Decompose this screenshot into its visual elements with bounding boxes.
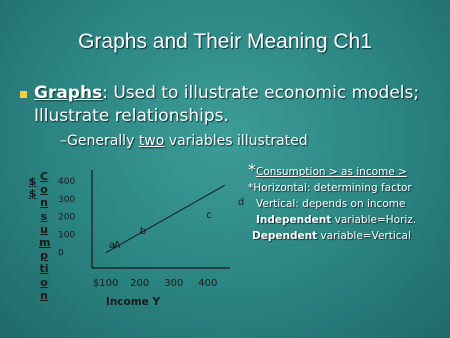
y-tick-label: 100	[58, 231, 75, 241]
x-tick-label: $100	[93, 278, 118, 289]
notes: *Consumption > as income > *Horizontal: …	[246, 162, 416, 244]
bullet-marker	[20, 91, 27, 98]
y-tick-label: 200	[58, 213, 75, 223]
point-label: A	[114, 240, 121, 251]
note-mark: *	[248, 160, 256, 179]
bullet-term: Graphs	[34, 83, 103, 103]
point-label: c	[206, 210, 212, 221]
note: Vertical: depends on income	[256, 198, 406, 210]
y-axis-label: Consumption	[39, 170, 51, 302]
point-label: b	[140, 226, 146, 237]
sub-emphasis: two	[138, 133, 165, 149]
y-tick-label: 400	[58, 177, 75, 187]
y-unit: $ $	[28, 175, 37, 200]
sub-text: Generally	[67, 133, 139, 149]
note: variable=Horiz.	[331, 214, 417, 226]
note-bold: Independent	[256, 214, 332, 226]
point-label: a	[109, 240, 115, 251]
sub-text: variables illustrated	[164, 133, 308, 149]
x-tick-label: 300	[164, 278, 183, 289]
x-axis-label: Income Y	[106, 296, 161, 308]
x-tick-label: 400	[198, 278, 217, 289]
slide-title: Graphs and Their Meaning Ch1	[78, 30, 372, 53]
bullet-text: : Used to illustrate economic models; Il…	[34, 83, 420, 126]
dash: –	[60, 133, 67, 149]
line	[105, 184, 226, 254]
x-tick-label: 200	[130, 278, 149, 289]
bullet: Graphs: Used to illustrate economic mode…	[20, 82, 442, 128]
note: variable=Vertical	[317, 230, 411, 242]
note-bold: Dependent	[252, 230, 318, 242]
point-label: d	[238, 197, 244, 208]
note: *Horizontal: determining factor	[248, 182, 412, 194]
sub-bullet: –Generally two variables illustrated	[60, 133, 308, 149]
y-tick-label: 300	[58, 195, 75, 205]
note: Consumption > as income >	[256, 166, 407, 178]
y-tick-label: 0	[58, 248, 64, 258]
